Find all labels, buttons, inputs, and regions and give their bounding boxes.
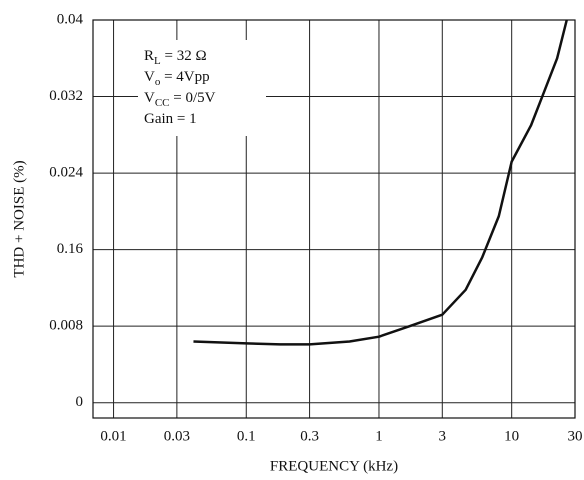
annotation-text: = 0/5V <box>170 90 216 106</box>
x-tick-label: 0.03 <box>164 428 190 444</box>
annotation-subscript: L <box>154 55 161 67</box>
line-series <box>193 19 568 346</box>
annotation-background <box>138 40 266 136</box>
y-tick-label: 0.04 <box>57 11 84 27</box>
annotation-line: Gain = 1 <box>144 111 197 127</box>
annotation-line: VCC = 0/5V <box>144 90 216 108</box>
annotation-line: RL = 32 Ω <box>144 48 207 66</box>
y-tick-label: 0 <box>76 394 84 410</box>
annotation-text: V <box>144 90 155 106</box>
x-tick-label: 0.1 <box>237 428 256 444</box>
y-axis-title: THD + NOISE (%) <box>11 160 27 277</box>
annotation-subscript: o <box>155 76 161 88</box>
y-tick-label: 0.024 <box>49 165 83 181</box>
x-tick-label: 1 <box>375 428 383 444</box>
x-tick-label: 0.3 <box>300 428 319 444</box>
annotation-text: R <box>144 48 154 64</box>
y-tick-label: 0.032 <box>49 88 83 104</box>
x-axis-title: FREQUENCY (kHz) <box>270 458 398 474</box>
annotation-subscript: CC <box>155 97 170 109</box>
annotation-text: = 32 Ω <box>161 48 207 64</box>
x-tick-label: 30 <box>568 428 583 444</box>
x-tick-label: 0.01 <box>100 428 126 444</box>
annotation-text: Gain = 1 <box>144 111 197 127</box>
annotation-line: Vo = 4Vpp <box>144 69 210 87</box>
y-tick-label: 0.008 <box>49 318 83 334</box>
x-tick-label: 10 <box>504 428 519 444</box>
y-tick-label: 0.16 <box>57 241 84 257</box>
plot-frame <box>92 19 576 419</box>
x-tick-label: 3 <box>439 428 447 444</box>
annotation-text: = 4Vpp <box>160 69 209 85</box>
annotation-text: V <box>144 69 155 85</box>
